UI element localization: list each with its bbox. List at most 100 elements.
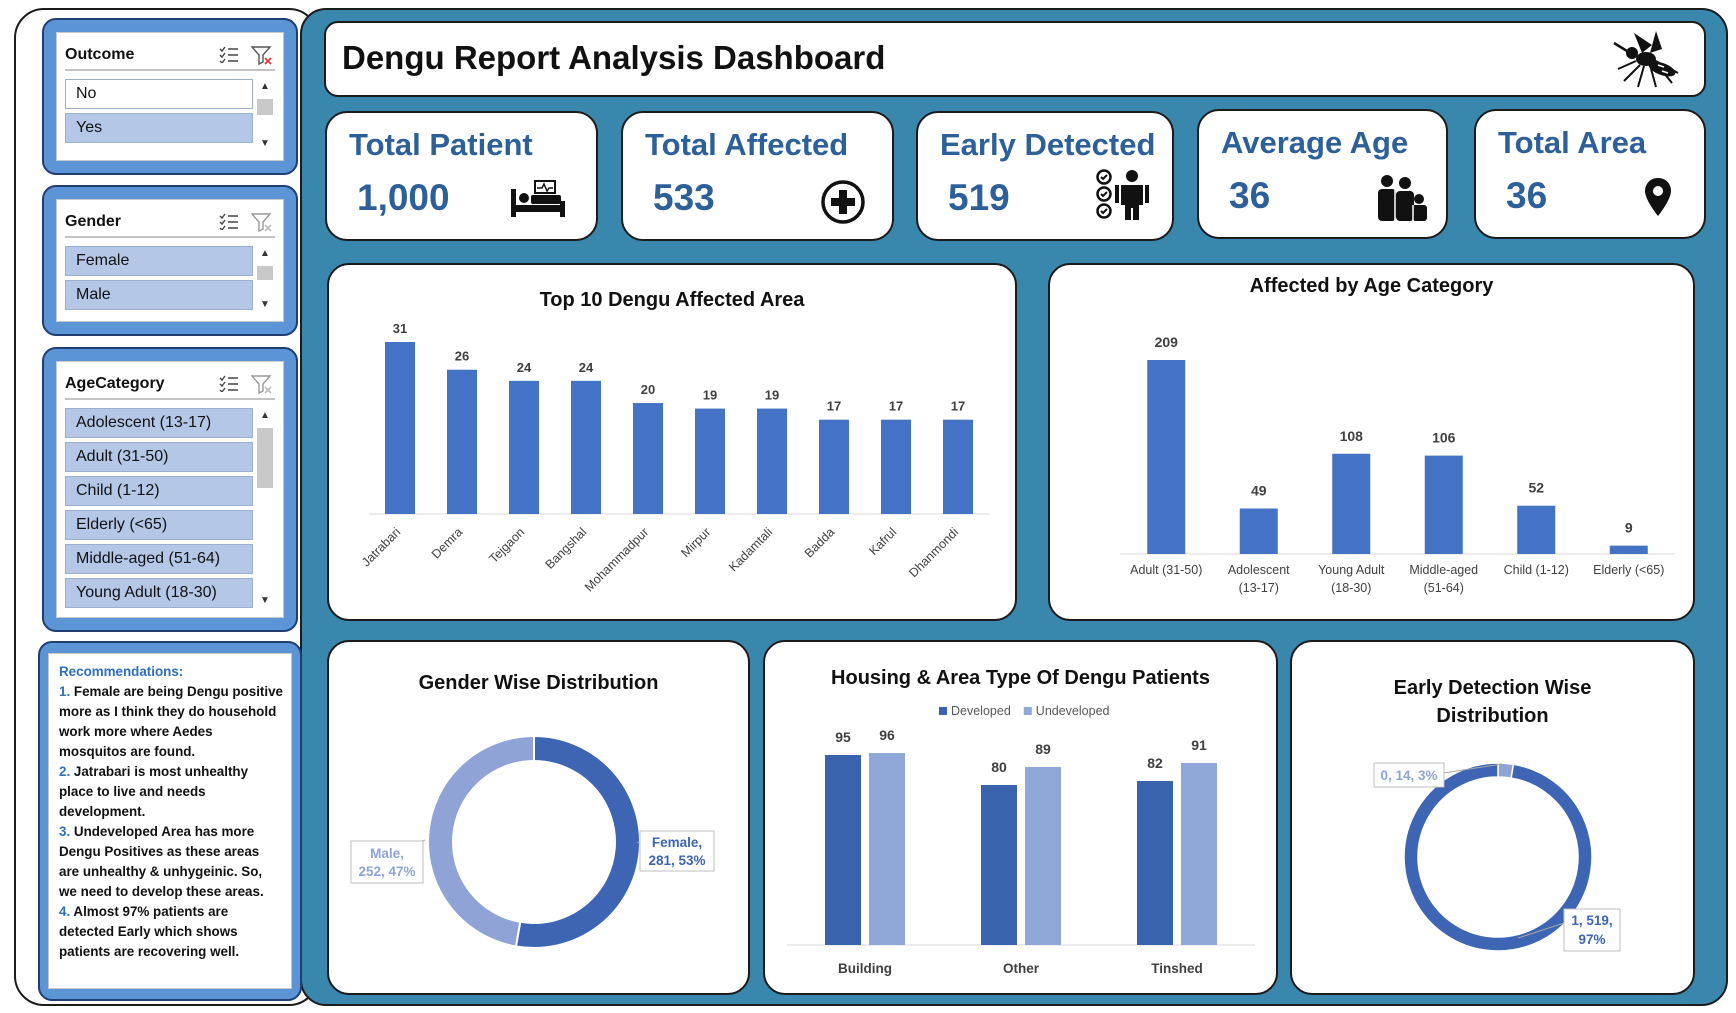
bar xyxy=(1181,763,1217,945)
checklist-person-icon xyxy=(1096,169,1149,220)
slicer-scrollbar[interactable]: ▲ ▼ xyxy=(255,408,275,609)
scroll-down-icon[interactable]: ▼ xyxy=(260,138,270,149)
scroll-up-icon[interactable]: ▲ xyxy=(260,248,270,259)
bar xyxy=(695,408,725,514)
data-label: 91 xyxy=(1191,737,1207,753)
legend-label: Developed xyxy=(951,704,1011,718)
clear-filter-icon[interactable] xyxy=(251,212,273,232)
category-label: Jatrabari xyxy=(359,525,403,569)
bar xyxy=(881,419,911,514)
category-label: Elderly (<65) xyxy=(1593,563,1664,577)
bar xyxy=(385,342,415,514)
recommendation-item: 4. Almost 97% patients are detected Earl… xyxy=(59,902,283,962)
slicer-item[interactable]: Male xyxy=(65,280,253,310)
data-label: 89 xyxy=(1035,741,1051,757)
bar xyxy=(869,753,905,945)
slicer-item[interactable]: Adolescent (13-17) xyxy=(65,408,253,438)
category-label: Tinshed xyxy=(1151,961,1203,976)
kpi-total-affected: Total Affected 533 xyxy=(621,111,894,241)
clear-filter-icon[interactable] xyxy=(251,374,273,394)
recommendation-number: 3. xyxy=(59,824,71,839)
kpi-title: Total Area xyxy=(1498,125,1647,160)
category-label: Dhanmondi xyxy=(906,525,961,580)
slicer-header: Gender xyxy=(65,208,275,238)
gender-chart-card: Gender Wise Distribution Female, 281, 53%… xyxy=(327,640,750,995)
scroll-thumb[interactable] xyxy=(257,266,273,280)
recommendations-frame: Recommendations: 1. Female are being Den… xyxy=(38,641,302,1001)
recommendations-list: 1. Female are being Dengu positive more … xyxy=(59,682,283,962)
mosquito-icon xyxy=(1613,31,1679,88)
scroll-up-icon[interactable]: ▲ xyxy=(260,410,270,421)
scroll-down-icon[interactable]: ▼ xyxy=(260,595,270,606)
slicer-item[interactable]: Elderly (<65) xyxy=(65,510,253,540)
bar xyxy=(571,380,601,514)
kpi-title: Total Patient xyxy=(349,127,533,162)
slicer-item[interactable]: Child (1-12) xyxy=(65,476,253,506)
recommendation-text: Undeveloped Area has more Dengu Positive… xyxy=(59,824,264,899)
slicer-item-list: Female Male xyxy=(65,246,253,314)
kpi-total-area: Total Area 36 xyxy=(1474,109,1706,239)
age-category-chart-card: Affected by Age Category 209 Adult (31-50… xyxy=(1048,263,1695,621)
slicer-item[interactable]: No xyxy=(65,79,253,109)
data-label: 9 xyxy=(1625,520,1633,536)
slicer-item-list: No Yes xyxy=(65,79,253,147)
kpi-value: 36 xyxy=(1506,175,1548,216)
donut-slice xyxy=(1403,762,1593,952)
scroll-thumb[interactable] xyxy=(257,428,273,488)
chart-title: Gender Wise Distribution xyxy=(418,672,659,694)
category-label: Young Adult xyxy=(1318,563,1385,577)
slicer-scrollbar[interactable]: ▲ ▼ xyxy=(255,79,275,152)
scroll-up-icon[interactable]: ▲ xyxy=(260,81,270,92)
kpi-title: Average Age xyxy=(1221,125,1409,160)
legend-label: Undeveloped xyxy=(1036,704,1110,718)
data-label: 95 xyxy=(835,729,851,745)
kpi-value: 533 xyxy=(653,177,715,218)
data-label: 0, 14, 3% xyxy=(1380,768,1437,783)
chart-title: Housing & Area Type Of Dengu Patients xyxy=(831,667,1210,689)
multi-select-icon[interactable] xyxy=(219,374,239,392)
slicer-item[interactable]: Female xyxy=(65,246,253,276)
outcome-slicer: Outcome No Yes ▲ ▼ xyxy=(56,32,284,161)
category-label: Mohammadpur xyxy=(582,525,651,594)
slicer-header: Outcome xyxy=(65,41,275,71)
category-label: Badda xyxy=(802,525,837,560)
age-category-slicer-frame: AgeCategory Adolescent (13-17) Adult (31-… xyxy=(42,347,298,632)
recommendations-panel: Recommendations: 1. Female are being Den… xyxy=(48,653,292,989)
scroll-down-icon[interactable]: ▼ xyxy=(260,299,270,310)
data-label: 49 xyxy=(1251,483,1267,499)
category-label: Tejgaon xyxy=(486,525,527,566)
data-label: 26 xyxy=(455,349,469,364)
category-label: Middle-aged xyxy=(1409,563,1478,577)
bar xyxy=(1517,505,1556,554)
data-label: 24 xyxy=(517,360,532,375)
category-label: (51-64) xyxy=(1424,581,1464,595)
scroll-thumb[interactable] xyxy=(257,99,273,115)
age-category-bar-chart: 209 Adult (31-50) 49 Adolescent (13-17) 108 Yo… xyxy=(1120,334,1675,595)
slicer-item-list: Adolescent (13-17) Adult (31-50) Child (1-… xyxy=(65,408,253,612)
category-label: Other xyxy=(1003,961,1040,976)
slicer-scrollbar[interactable]: ▲ ▼ xyxy=(255,246,275,313)
data-label: 20 xyxy=(641,382,655,397)
category-label: Bangshal xyxy=(543,525,590,572)
legend-swatch xyxy=(939,707,947,715)
slicer-item[interactable]: Middle-aged (51-64) xyxy=(65,544,253,574)
category-label: Kafrul xyxy=(866,525,899,558)
donut-slice xyxy=(427,734,535,948)
leader-line xyxy=(1436,763,1503,775)
multi-select-icon[interactable] xyxy=(219,212,239,230)
data-label: 31 xyxy=(393,321,407,336)
category-label: Mirpur xyxy=(678,525,713,560)
hospital-bed-icon xyxy=(511,180,565,217)
location-pin-icon xyxy=(1645,178,1671,216)
clear-filter-icon[interactable] xyxy=(251,45,273,65)
bar xyxy=(819,419,849,514)
slicer-item[interactable]: Yes xyxy=(65,113,253,143)
bar xyxy=(1147,360,1186,554)
label-box xyxy=(639,830,715,872)
multi-select-icon[interactable] xyxy=(219,45,239,63)
bar xyxy=(509,380,539,514)
slicer-item[interactable]: Young Adult (18-30) xyxy=(65,578,253,608)
gender-slicer: Gender Female Male ▲ ▼ xyxy=(56,199,284,322)
slicer-item[interactable]: Adult (31-50) xyxy=(65,442,253,472)
top-areas-chart-card: Top 10 Dengu Affected Area 31 Jatrabari 26… xyxy=(327,263,1017,621)
